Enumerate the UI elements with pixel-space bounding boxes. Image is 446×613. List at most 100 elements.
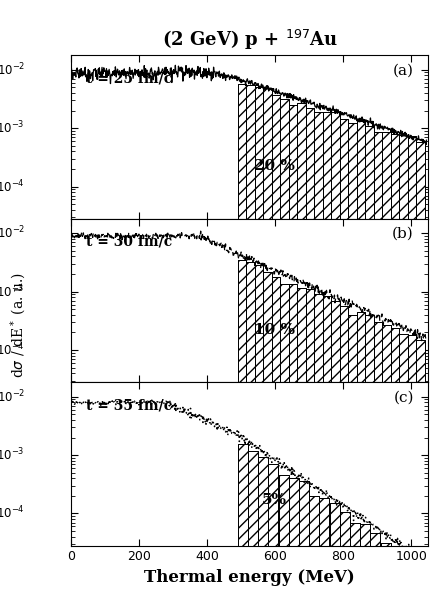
Bar xyxy=(306,109,314,613)
Bar xyxy=(331,302,340,613)
Bar xyxy=(357,311,365,613)
Text: t = 25 fm/c: t = 25 fm/c xyxy=(86,72,172,86)
Bar xyxy=(348,314,357,613)
Bar xyxy=(374,132,382,613)
Bar xyxy=(340,120,348,613)
Text: $10^{-3}$: $10^{-3}$ xyxy=(0,283,25,300)
Text: $10^{-3}$: $10^{-3}$ xyxy=(0,120,25,137)
Bar xyxy=(258,457,268,613)
Bar xyxy=(238,260,246,613)
Text: t = 35 fm/c: t = 35 fm/c xyxy=(86,398,172,413)
Bar xyxy=(238,83,246,613)
Bar xyxy=(306,289,314,613)
Bar xyxy=(411,564,421,613)
Bar xyxy=(416,142,425,613)
Bar xyxy=(357,311,365,613)
Bar xyxy=(357,121,365,613)
Bar xyxy=(281,99,289,613)
Bar xyxy=(272,94,280,613)
Bar xyxy=(246,262,255,613)
Bar xyxy=(370,533,380,613)
Bar xyxy=(391,549,401,613)
Text: t = 30 fm/c: t = 30 fm/c xyxy=(86,235,172,249)
Bar xyxy=(331,112,340,613)
Bar xyxy=(297,103,306,613)
Bar xyxy=(279,475,289,613)
Bar xyxy=(289,478,299,613)
Bar xyxy=(323,112,331,613)
Bar xyxy=(255,87,263,613)
Text: $10^{-2}$: $10^{-2}$ xyxy=(0,389,25,405)
Bar xyxy=(365,315,374,613)
Bar xyxy=(391,134,399,613)
Text: (2 GeV) p + $^{197}$Au: (2 GeV) p + $^{197}$Au xyxy=(161,28,338,51)
Bar xyxy=(382,326,391,613)
Bar xyxy=(263,272,272,613)
Bar xyxy=(331,112,340,613)
Bar xyxy=(380,543,391,613)
Text: 10 %: 10 % xyxy=(254,323,295,337)
Bar xyxy=(248,451,258,613)
Bar xyxy=(281,99,289,613)
Bar xyxy=(289,284,297,613)
Bar xyxy=(289,478,299,613)
Bar xyxy=(365,126,374,613)
Text: 5%: 5% xyxy=(262,493,287,507)
Text: (a): (a) xyxy=(393,63,414,77)
Text: $10^{-4}$: $10^{-4}$ xyxy=(0,178,25,195)
Bar xyxy=(348,123,357,613)
Bar xyxy=(323,112,331,613)
Bar xyxy=(399,135,408,613)
Bar xyxy=(289,105,297,613)
Text: (c): (c) xyxy=(393,390,414,405)
Bar xyxy=(255,265,263,613)
Bar xyxy=(365,126,374,613)
Bar xyxy=(411,564,421,613)
Bar xyxy=(401,552,411,613)
Bar xyxy=(297,287,306,613)
Bar xyxy=(391,329,399,613)
Bar xyxy=(255,87,263,613)
Text: $10^{-2}$: $10^{-2}$ xyxy=(0,225,25,242)
Bar xyxy=(365,315,374,613)
Bar xyxy=(330,503,339,613)
Bar xyxy=(268,464,278,613)
Bar xyxy=(408,335,416,613)
Bar xyxy=(238,83,246,613)
Bar xyxy=(357,121,365,613)
Bar xyxy=(238,444,248,613)
Bar xyxy=(289,284,297,613)
Bar xyxy=(263,88,272,613)
Bar xyxy=(297,287,306,613)
Bar xyxy=(360,524,370,613)
Text: 20 %: 20 % xyxy=(254,159,295,173)
Bar xyxy=(263,88,272,613)
Bar xyxy=(246,262,255,613)
Bar xyxy=(401,552,411,613)
Bar xyxy=(268,464,278,613)
Bar xyxy=(248,451,258,613)
Bar xyxy=(330,503,339,613)
Bar xyxy=(319,498,330,613)
Bar xyxy=(380,543,391,613)
Bar xyxy=(374,322,382,613)
Bar xyxy=(279,475,289,613)
Bar xyxy=(238,260,246,613)
Bar xyxy=(309,496,319,613)
Bar xyxy=(408,136,416,613)
Bar xyxy=(272,277,280,613)
Bar xyxy=(340,512,350,613)
Bar xyxy=(374,132,382,613)
Bar xyxy=(391,549,401,613)
Text: d$\sigma$ / dE$^*$ (a. u.): d$\sigma$ / dE$^*$ (a. u.) xyxy=(9,272,29,378)
Text: $10^{-2}$: $10^{-2}$ xyxy=(0,61,25,78)
Bar xyxy=(382,132,391,613)
Text: $10^{-4}$: $10^{-4}$ xyxy=(0,505,25,522)
Bar xyxy=(272,94,280,613)
Bar xyxy=(299,481,309,613)
Bar xyxy=(246,85,255,613)
Bar xyxy=(360,524,370,613)
Bar xyxy=(309,496,319,613)
Bar xyxy=(263,272,272,613)
Bar xyxy=(399,333,408,613)
